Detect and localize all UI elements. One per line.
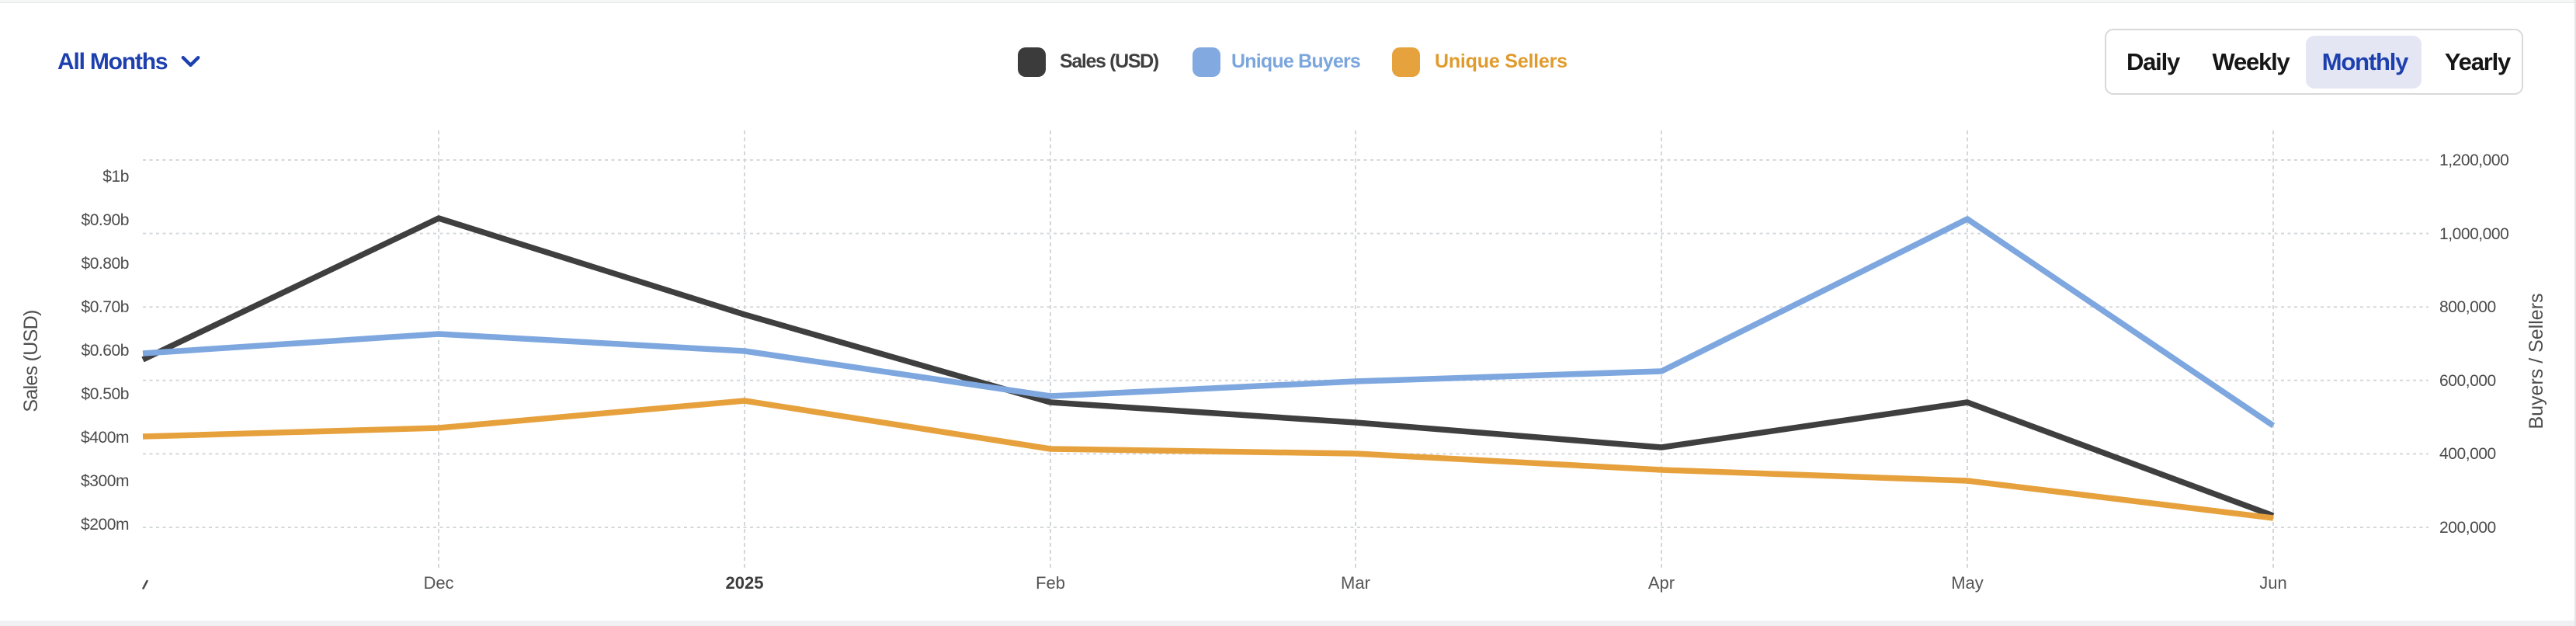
svg-text:$0.50b: $0.50b (81, 385, 129, 403)
svg-text:$300m: $300m (81, 472, 129, 490)
svg-text:Jun: Jun (2259, 573, 2286, 593)
svg-text:600,000: 600,000 (2439, 372, 2496, 390)
svg-text:$0.90b: $0.90b (81, 211, 129, 229)
svg-text:$0.70b: $0.70b (81, 298, 129, 316)
svg-text:1,200,000: 1,200,000 (2439, 151, 2508, 169)
svg-text:Sales (USD): Sales (USD) (20, 310, 42, 412)
svg-text:Mar: Mar (1341, 573, 1370, 593)
svg-text:2025: 2025 (726, 573, 764, 593)
svg-text:800,000: 800,000 (2439, 298, 2496, 316)
svg-text:$0.60b: $0.60b (81, 342, 129, 360)
svg-text:$1b: $1b (102, 168, 129, 186)
svg-text:May: May (1951, 573, 1984, 593)
svg-text:1,000,000: 1,000,000 (2439, 225, 2508, 243)
svg-text:Buyers / Sellers: Buyers / Sellers (2526, 293, 2547, 429)
svg-text:$200m: $200m (81, 516, 129, 534)
svg-text:200,000: 200,000 (2439, 519, 2496, 537)
svg-text:$0.80b: $0.80b (81, 255, 129, 273)
svg-text:400,000: 400,000 (2439, 445, 2496, 463)
svg-text:Dec: Dec (423, 573, 453, 593)
svg-text:$400m: $400m (81, 429, 129, 447)
svg-text:Feb: Feb (1036, 573, 1065, 593)
svg-text:Apr: Apr (1648, 573, 1675, 593)
